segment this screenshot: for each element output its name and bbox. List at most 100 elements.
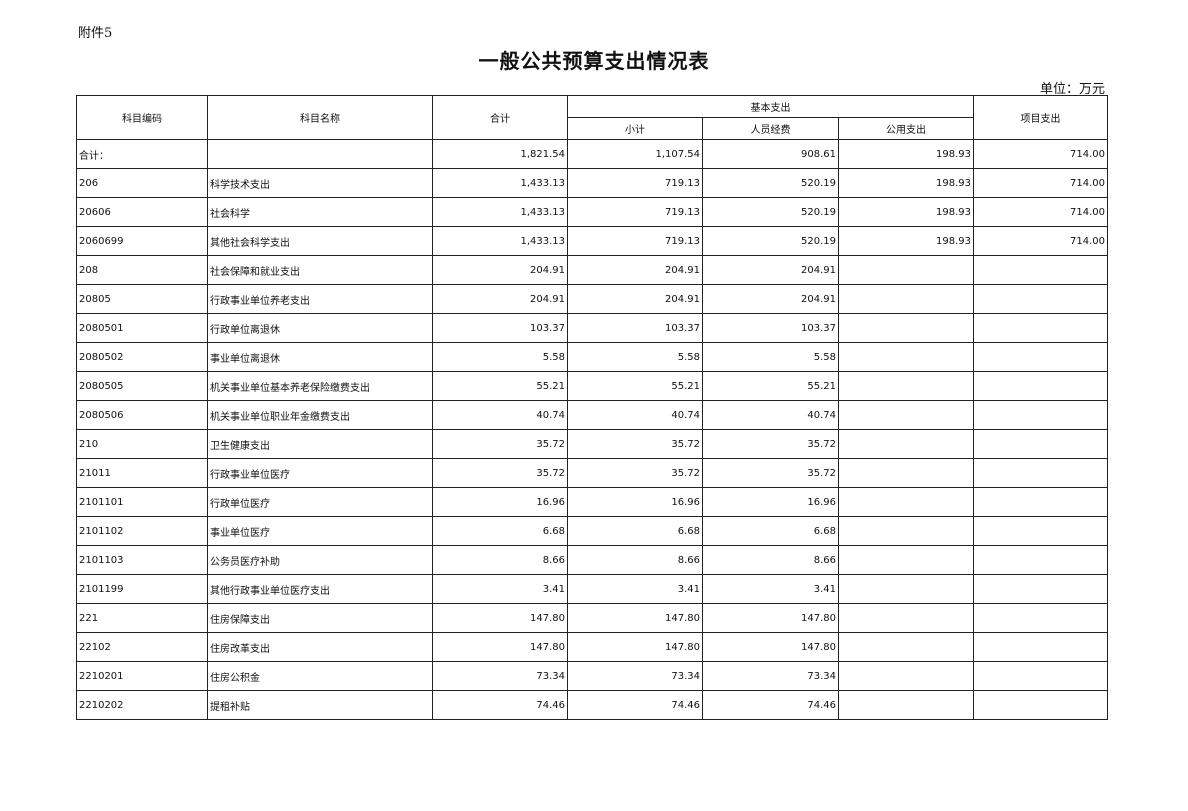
cell-public: [838, 545, 974, 575]
cell-project: [973, 661, 1108, 691]
cell-name: 行政事业单位医疗: [207, 458, 433, 488]
cell-total: 3.41: [432, 574, 568, 604]
cell-name: 其他社会科学支出: [207, 226, 433, 256]
table-row: 21011 行政事业单位医疗 35.72 35.72 35.72: [76, 458, 1108, 488]
cell-code: 2101102: [76, 516, 208, 546]
cell-project: [973, 545, 1108, 575]
cell-personnel: 40.74: [702, 400, 839, 430]
cell-code: 2080505: [76, 371, 208, 401]
header-personnel: 人员经费: [702, 117, 839, 140]
cell-public: [838, 661, 974, 691]
cell-personnel: 6.68: [702, 516, 839, 546]
cell-project: [973, 690, 1108, 720]
cell-name: 提租补贴: [207, 690, 433, 720]
cell-subtotal: 16.96: [567, 487, 703, 517]
cell-subtotal: 40.74: [567, 400, 703, 430]
table-row: 2080502 事业单位离退休 5.58 5.58 5.58: [76, 342, 1108, 372]
cell-code: 221: [76, 603, 208, 633]
cell-personnel: 204.91: [702, 255, 839, 285]
cell-project: [973, 400, 1108, 430]
cell-public: [838, 603, 974, 633]
cell-project: 714.00: [973, 139, 1108, 169]
cell-personnel: 520.19: [702, 226, 839, 256]
cell-subtotal: 147.80: [567, 632, 703, 662]
cell-public: [838, 632, 974, 662]
cell-project: [973, 255, 1108, 285]
cell-public: [838, 400, 974, 430]
cell-code: 208: [76, 255, 208, 285]
table-row: 206 科学技术支出 1,433.13 719.13 520.19 198.93 714.0…: [76, 168, 1108, 198]
cell-personnel: 8.66: [702, 545, 839, 575]
cell-project: [973, 603, 1108, 633]
cell-public: [838, 574, 974, 604]
cell-name: 卫生健康支出: [207, 429, 433, 459]
table-row: 2080501 行政单位离退休 103.37 103.37 103.37: [76, 313, 1108, 343]
table-row: 2080506 机关事业单位职业年金缴费支出 40.74 40.74 40.74: [76, 400, 1108, 430]
cell-name: 行政单位医疗: [207, 487, 433, 517]
cell-code: 2101103: [76, 545, 208, 575]
cell-code: 2210201: [76, 661, 208, 691]
cell-code: 2101101: [76, 487, 208, 517]
cell-code: 2060699: [76, 226, 208, 256]
cell-subtotal: 204.91: [567, 284, 703, 314]
cell-personnel: 520.19: [702, 168, 839, 198]
cell-total: 8.66: [432, 545, 568, 575]
cell-project: 714.00: [973, 226, 1108, 256]
cell-name: 住房公积金: [207, 661, 433, 691]
cell-name: 公务员医疗补助: [207, 545, 433, 575]
cell-subtotal: 5.58: [567, 342, 703, 372]
cell-total: 35.72: [432, 458, 568, 488]
table-row: 208 社会保障和就业支出 204.91 204.91 204.91: [76, 255, 1108, 285]
cell-project: [973, 429, 1108, 459]
table-row: 210 卫生健康支出 35.72 35.72 35.72: [76, 429, 1108, 459]
cell-public: 198.93: [838, 197, 974, 227]
table-row: 221 住房保障支出 147.80 147.80 147.80: [76, 603, 1108, 633]
cell-project: [973, 487, 1108, 517]
cell-project: [973, 632, 1108, 662]
header-name: 科目名称: [207, 95, 433, 140]
cell-code: 2080501: [76, 313, 208, 343]
table-row: 2210201 住房公积金 73.34 73.34 73.34: [76, 661, 1108, 691]
cell-code: 210: [76, 429, 208, 459]
cell-total: 5.58: [432, 342, 568, 372]
cell-personnel: 204.91: [702, 284, 839, 314]
cell-personnel: 35.72: [702, 429, 839, 459]
unit-label: 单位：万元: [1039, 82, 1105, 97]
cell-code: 2210202: [76, 690, 208, 720]
table-row: 2101101 行政单位医疗 16.96 16.96 16.96: [76, 487, 1108, 517]
cell-name: 行政事业单位养老支出: [207, 284, 433, 314]
cell-total: 103.37: [432, 313, 568, 343]
cell-public: 198.93: [838, 139, 974, 169]
cell-name: 事业单位离退休: [207, 342, 433, 372]
cell-name: 社会保障和就业支出: [207, 255, 433, 285]
cell-subtotal: 719.13: [567, 168, 703, 198]
cell-total: 1,433.13: [432, 197, 568, 227]
page-title: 一般公共预算支出情况表: [478, 49, 710, 73]
cell-project: [973, 342, 1108, 372]
cell-personnel: 3.41: [702, 574, 839, 604]
table-body: 合计： 1,821.54 1,107.54 908.61 198.93 714.00 206…: [76, 139, 1108, 720]
cell-total: 6.68: [432, 516, 568, 546]
cell-subtotal: 73.34: [567, 661, 703, 691]
cell-name: 机关事业单位职业年金缴费支出: [207, 400, 433, 430]
cell-total: 1,433.13: [432, 168, 568, 198]
cell-code: 22102: [76, 632, 208, 662]
cell-public: [838, 371, 974, 401]
cell-public: [838, 313, 974, 343]
table-row: 2080505 机关事业单位基本养老保险缴费支出 55.21 55.21 55.21: [76, 371, 1108, 401]
cell-name: 行政单位离退休: [207, 313, 433, 343]
cell-code: 2080502: [76, 342, 208, 372]
cell-name: 事业单位医疗: [207, 516, 433, 546]
expenditure-table: 科目编码 科目名称 合计 基本支出 项目支出 小计 人员经费 公用支出 合计： 1…: [76, 95, 1108, 720]
cell-total: 55.21: [432, 371, 568, 401]
cell-personnel: 147.80: [702, 632, 839, 662]
header-public: 公用支出: [838, 117, 974, 140]
cell-subtotal: 147.80: [567, 603, 703, 633]
table-row: 22102 住房改革支出 147.80 147.80 147.80: [76, 632, 1108, 662]
cell-name: 住房保障支出: [207, 603, 433, 633]
cell-subtotal: 74.46: [567, 690, 703, 720]
cell-project: [973, 313, 1108, 343]
header-subtotal: 小计: [567, 117, 703, 140]
cell-public: 198.93: [838, 168, 974, 198]
table-row: 2101103 公务员医疗补助 8.66 8.66 8.66: [76, 545, 1108, 575]
